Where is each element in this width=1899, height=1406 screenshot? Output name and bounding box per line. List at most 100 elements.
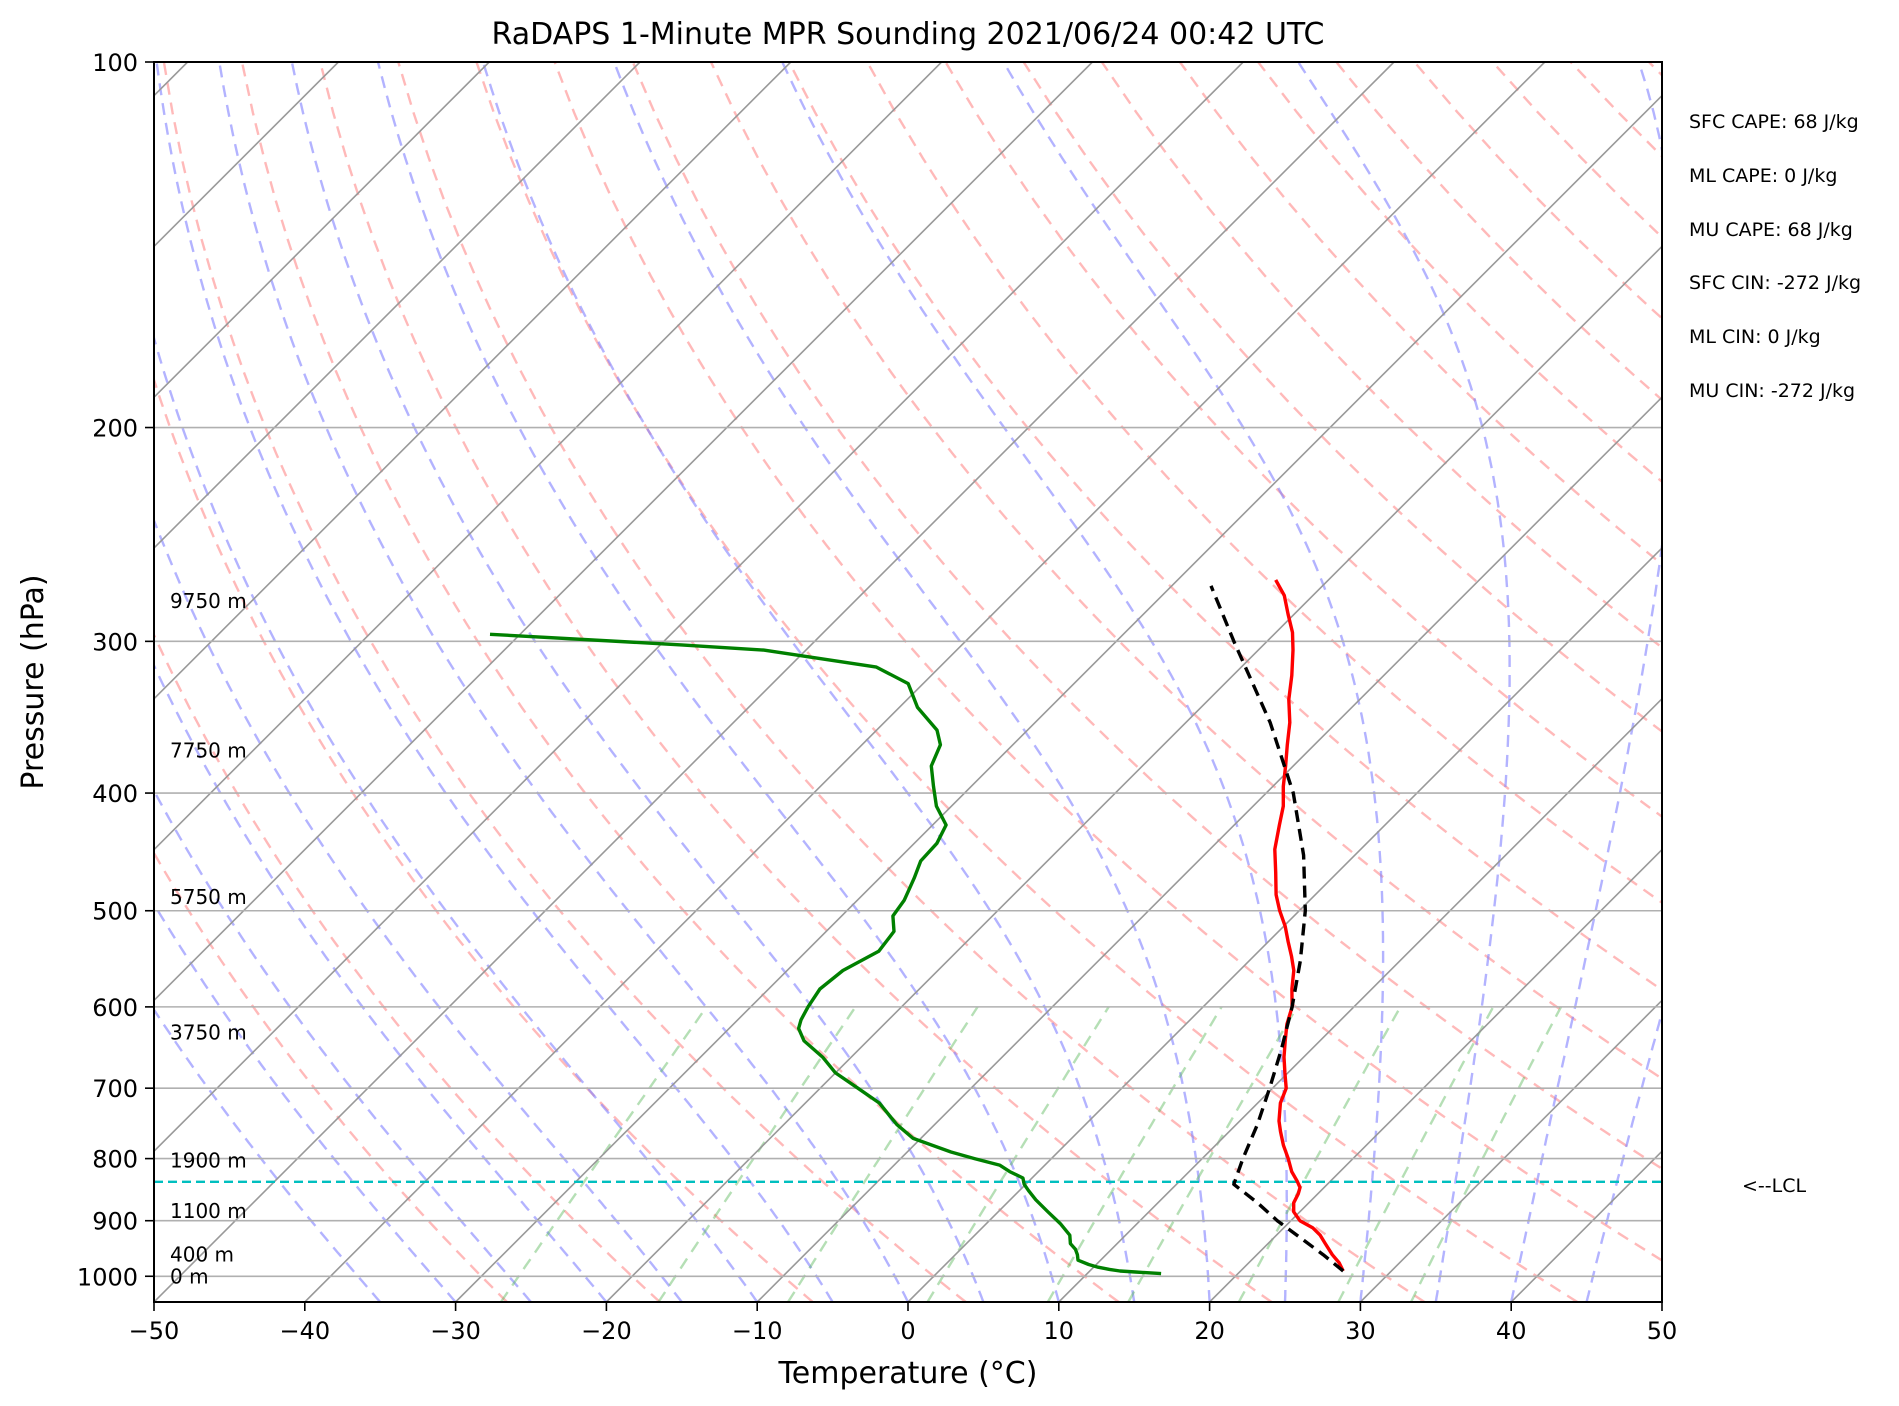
- isotherm: [1209, 848, 1662, 1302]
- stat-ml-cin: ML CIN: 0 J/kg: [1689, 326, 1821, 348]
- grid-layer: [154, 62, 1899, 1302]
- dry-adiabat: [1805, 62, 1899, 1302]
- dry-adiabat: [154, 850, 508, 1302]
- stat-sfc-cape: SFC CAPE: 68 J/kg: [1689, 111, 1859, 133]
- lcl-label: <--LCL: [1742, 1175, 1806, 1197]
- moist-adiabat: [218, 62, 910, 1302]
- height-label: 7750 m: [170, 739, 247, 763]
- dry-adiabat: [319, 62, 1273, 1302]
- isotherm: [605, 245, 1662, 1302]
- x-tick-label: 10: [1044, 1317, 1075, 1345]
- isotherm: [154, 62, 943, 851]
- isotherm: [1058, 697, 1662, 1302]
- dry-adiabat: [631, 62, 1662, 1171]
- isotherm: [154, 62, 1244, 1153]
- isotherm: [1661, 1300, 1662, 1302]
- isotherm: [304, 62, 1546, 1302]
- dry-adiabat: [162, 62, 967, 1302]
- mixing-ratio-line: [1409, 1006, 1563, 1302]
- y-tick-label: 500: [92, 898, 138, 926]
- isotherm: [154, 62, 1093, 1002]
- height-label: 0 m: [170, 1264, 209, 1288]
- y-tick-label: 200: [92, 415, 138, 443]
- isotherm: [907, 546, 1662, 1302]
- dry-adiabat: [397, 62, 1426, 1302]
- y-tick-label: 800: [92, 1146, 138, 1174]
- x-tick-label: 0: [900, 1317, 915, 1345]
- temperature-line: [1273, 579, 1345, 1272]
- isotherm: [1359, 999, 1662, 1302]
- mixing-ratio-line: [499, 1006, 708, 1302]
- moist-adiabat: [290, 62, 985, 1302]
- y-tick-label: 100: [92, 49, 138, 77]
- x-tick-label: −30: [430, 1317, 481, 1345]
- x-tick-label: 30: [1345, 1317, 1376, 1345]
- isotherm: [154, 62, 490, 399]
- mixing-ratio-line: [786, 1006, 979, 1302]
- dry-adiabat: [866, 62, 1662, 905]
- stat-mu-cin: MU CIN: -272 J/kg: [1689, 380, 1855, 402]
- dry-adiabat: [475, 62, 1579, 1302]
- moist-adiabat: [1510, 62, 1662, 1302]
- x-ticks: −50 −40 −30 −20 −10 0 10 20 30 40 50: [129, 1302, 1677, 1345]
- y-tick-label: 400: [92, 780, 138, 808]
- moist-adiabat: [155, 62, 834, 1302]
- moist-adiabat: [612, 62, 1211, 1302]
- x-axis-label: Temperature (°C): [778, 1356, 1038, 1391]
- y-tick-label: 900: [92, 1208, 138, 1236]
- dry-adiabat: [1100, 62, 1662, 650]
- isotherm: [154, 62, 792, 700]
- height-label: 400 m: [170, 1243, 234, 1267]
- y-ticks: 100 200 300 400 500 600 700 800 900 1000: [77, 49, 154, 1291]
- mixing-ratio-line: [657, 1006, 857, 1302]
- dry-adiabat: [1022, 62, 1662, 734]
- y-axis-label: Pressure (hPa): [16, 574, 51, 789]
- moist-adiabat: [154, 788, 532, 1302]
- mixing-ratio-line: [926, 1006, 1110, 1302]
- x-tick-label: −20: [581, 1317, 632, 1345]
- moist-adiabat: [1002, 62, 1385, 1302]
- y-tick-label: 600: [92, 994, 138, 1022]
- mixing-ratio-line: [1337, 1006, 1495, 1302]
- moist-adiabat: [154, 333, 759, 1302]
- isotherm: [455, 94, 1662, 1302]
- isotherm: [154, 62, 1395, 1302]
- isotherm: [154, 62, 641, 550]
- moist-adiabat: [154, 662, 608, 1302]
- height-label: 9750 m: [170, 589, 247, 613]
- dry-adiabat: [1727, 62, 1899, 1302]
- moist-adiabat: [154, 901, 457, 1302]
- dry-adiabat: [1491, 62, 1662, 239]
- x-tick-label: −50: [129, 1317, 180, 1345]
- moist-adiabat: [1585, 1008, 1662, 1302]
- isotherm: [1510, 1150, 1662, 1302]
- mixing-ratio-line: [1237, 1006, 1402, 1302]
- dry-adiabat: [1569, 62, 1662, 158]
- dry-adiabat: [240, 62, 1120, 1302]
- y-tick-label: 1000: [77, 1263, 138, 1291]
- moist-adiabat: [154, 517, 683, 1302]
- height-label: 3750 m: [170, 1021, 247, 1045]
- mixing-ratio-line: [1046, 1006, 1223, 1302]
- x-tick-label: −10: [732, 1317, 783, 1345]
- moist-adiabat: [781, 62, 1288, 1302]
- dry-adiabat: [553, 62, 1662, 1262]
- parcel-profile-line: [1209, 585, 1345, 1273]
- isotherm: [756, 396, 1662, 1302]
- dry-adiabat: [154, 632, 661, 1302]
- x-tick-label: 20: [1194, 1317, 1225, 1345]
- moist-adiabat: [376, 62, 1060, 1302]
- y-tick-label: 700: [92, 1075, 138, 1103]
- stat-mu-cape: MU CAPE: 68 J/kg: [1689, 219, 1853, 241]
- dry-adiabat: [1335, 62, 1662, 402]
- stat-ml-cape: ML CAPE: 0 J/kg: [1689, 165, 1837, 187]
- moist-adiabat: [1297, 62, 1511, 1302]
- dry-adiabat: [788, 62, 1662, 992]
- x-tick-label: 40: [1496, 1317, 1527, 1345]
- height-label-layer: 9750 m 7750 m 5750 m 3750 m 1900 m 1100 m 400 …: [170, 589, 247, 1288]
- dry-adiabat: [1883, 62, 1899, 1302]
- data-layer: [154, 579, 1662, 1276]
- moist-adiabat: [481, 62, 1136, 1302]
- dewpoint-line: [489, 632, 1162, 1276]
